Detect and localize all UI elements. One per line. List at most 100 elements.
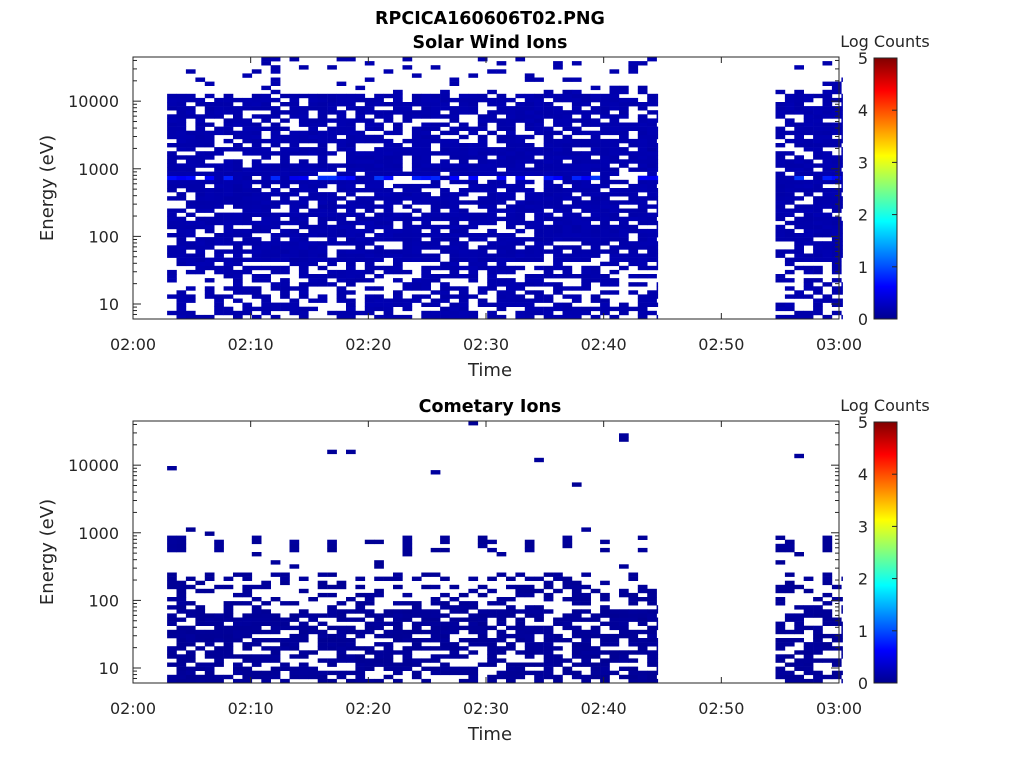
spectrogram-cell bbox=[487, 200, 497, 205]
spectrogram-cell bbox=[393, 143, 403, 148]
spectrogram-cell bbox=[355, 204, 366, 209]
spectrogram-cell bbox=[590, 662, 601, 667]
spectrogram-cell bbox=[571, 654, 582, 659]
spectrogram-cell bbox=[204, 155, 215, 160]
spectrogram-cell bbox=[176, 167, 187, 172]
spectrogram-cell bbox=[775, 163, 786, 168]
spectrogram-cell bbox=[647, 617, 657, 622]
spectrogram-cell bbox=[822, 257, 833, 262]
spectrogram-cell bbox=[468, 171, 479, 176]
spectrogram-cell bbox=[784, 159, 795, 164]
spectrogram-cell bbox=[364, 179, 375, 185]
y-tick-label: 10000 bbox=[68, 456, 119, 475]
spectrogram-cell bbox=[374, 204, 384, 209]
spectrogram-cell bbox=[355, 114, 366, 119]
spectrogram-cell bbox=[346, 118, 356, 123]
spectrogram-cell bbox=[656, 666, 659, 671]
spectrogram-cell bbox=[411, 576, 422, 581]
spectrogram-cell bbox=[440, 261, 450, 267]
spectrogram-cell bbox=[195, 241, 206, 246]
spectrogram-cell bbox=[214, 110, 224, 115]
spectrogram-cell bbox=[270, 192, 281, 197]
spectrogram-cell bbox=[784, 642, 795, 647]
spectrogram-cell bbox=[204, 633, 215, 639]
spectrogram-cell bbox=[176, 102, 187, 107]
spectrogram-cell bbox=[496, 233, 507, 238]
spectrogram-cell bbox=[619, 621, 629, 626]
spectrogram-cell bbox=[185, 147, 196, 152]
spectrogram-cell bbox=[794, 89, 804, 95]
spectrogram-cell bbox=[327, 678, 337, 684]
spectrogram-cell bbox=[393, 670, 403, 676]
spectrogram-cell bbox=[487, 228, 497, 234]
spectrogram-cell bbox=[402, 552, 413, 557]
x-tick-label: 02:40 bbox=[581, 699, 627, 718]
spectrogram-cell bbox=[223, 294, 234, 299]
spectrogram-cell bbox=[280, 678, 290, 684]
spectrogram-cell bbox=[440, 245, 450, 250]
spectrogram-cell bbox=[496, 601, 507, 606]
spectrogram-cell bbox=[411, 102, 422, 107]
spectrogram-cell bbox=[204, 138, 215, 144]
spectrogram-cell bbox=[261, 294, 271, 299]
spectrogram-cell bbox=[223, 216, 234, 222]
spectrogram-cell bbox=[261, 106, 271, 111]
spectrogram-cell bbox=[822, 228, 833, 234]
spectrogram-cell bbox=[346, 130, 356, 136]
spectrogram-cell bbox=[656, 245, 659, 250]
spectrogram-cell bbox=[195, 192, 206, 197]
spectrogram-cell bbox=[374, 564, 384, 569]
spectrogram-cell bbox=[195, 97, 206, 103]
spectrogram-cell bbox=[628, 642, 639, 647]
spectrogram-cell bbox=[289, 151, 300, 156]
spectrogram-cell bbox=[775, 621, 786, 626]
spectrogram-cell bbox=[803, 646, 814, 651]
spectrogram-cell bbox=[364, 171, 375, 176]
spectrogram-cells bbox=[167, 57, 843, 320]
spectrogram-cell bbox=[609, 282, 620, 287]
spectrogram-cell bbox=[506, 143, 516, 148]
spectrogram-cell bbox=[784, 151, 795, 156]
spectrogram-cell bbox=[647, 216, 657, 222]
spectrogram-cell bbox=[831, 188, 842, 193]
spectrogram-cell bbox=[562, 114, 573, 119]
spectrogram-cell bbox=[477, 662, 488, 667]
spectrogram-cell bbox=[628, 674, 639, 680]
spectrogram-cell bbox=[317, 130, 328, 136]
spectrogram-cell bbox=[590, 253, 601, 258]
spectrogram-cell bbox=[458, 298, 469, 303]
spectrogram-cell bbox=[496, 278, 507, 283]
spectrogram-cell bbox=[656, 159, 659, 164]
spectrogram-cell bbox=[600, 290, 610, 295]
spectrogram-cell bbox=[775, 601, 786, 606]
spectrogram-cell bbox=[185, 613, 196, 618]
spectrogram-cell bbox=[784, 269, 795, 275]
spectrogram-cell bbox=[185, 633, 196, 639]
spectrogram-cell bbox=[411, 114, 422, 119]
spectrogram-cell bbox=[185, 93, 196, 99]
spectrogram-cell bbox=[327, 151, 337, 156]
spectrogram-cell bbox=[449, 110, 460, 115]
spectrogram-cell bbox=[656, 188, 659, 193]
spectrogram-cell bbox=[506, 106, 516, 111]
spectrogram-cell bbox=[421, 572, 431, 577]
spectrogram-cell bbox=[506, 192, 516, 197]
spectrogram-cell bbox=[185, 220, 196, 226]
spectrogram-cell bbox=[477, 629, 488, 635]
spectrogram-cell bbox=[553, 188, 563, 193]
spectrogram-cell bbox=[515, 110, 526, 115]
spectrogram-cell bbox=[167, 633, 177, 639]
spectrogram-cell bbox=[458, 126, 469, 131]
spectrogram-cell bbox=[813, 134, 823, 140]
spectrogram-cell bbox=[364, 650, 375, 655]
spectrogram-cell bbox=[496, 253, 507, 258]
spectrogram-cell bbox=[562, 539, 573, 545]
spectrogram-cell bbox=[308, 208, 318, 213]
spectrogram-cell bbox=[477, 204, 488, 209]
spectrogram-cell bbox=[496, 302, 507, 307]
spectrogram-cell bbox=[327, 106, 337, 111]
spectrogram-cell bbox=[656, 261, 659, 267]
spectrogram-cell bbox=[233, 269, 243, 275]
spectrogram-cell bbox=[440, 114, 450, 119]
spectrogram-cell bbox=[402, 253, 413, 258]
